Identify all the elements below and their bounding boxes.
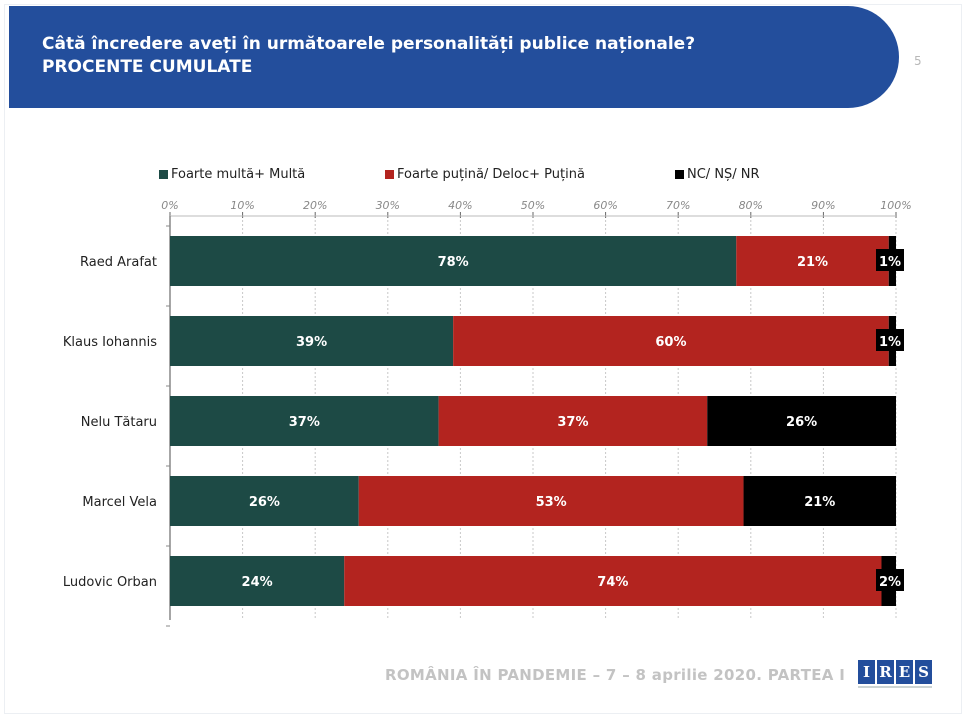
legend-swatch [385, 170, 394, 179]
data-label-bg [876, 569, 904, 591]
title-question: Câtă încredere aveți în următoarele pers… [42, 34, 696, 54]
bar-segment [358, 476, 744, 526]
bar-segment [170, 556, 345, 606]
bar-segment [170, 396, 439, 446]
bar-segment [170, 476, 359, 526]
legend-item-no-answer: NC/ NȘ/ NR [675, 167, 760, 182]
data-label: 24% [242, 575, 273, 590]
category-label: Nelu Tătaru [81, 415, 157, 430]
category-label: Klaus Iohannis [63, 335, 157, 350]
x-tick-label: 30% [376, 199, 400, 212]
data-label: 60% [655, 335, 686, 350]
legend-item-high-trust: Foarte multă+ Multă [159, 167, 305, 182]
x-tick-label: 70% [666, 199, 690, 212]
x-tick-label: 10% [230, 199, 254, 212]
bar-segment [170, 236, 737, 286]
footer-text: ROMÂNIA ÎN PANDEMIE – 7 – 8 aprilie 2020… [385, 666, 846, 684]
bar-segment [453, 316, 889, 366]
legend-label: Foarte puțină/ Deloc+ Puțină [397, 167, 585, 182]
logo-tagline [858, 686, 932, 688]
bar-segment [707, 396, 896, 446]
legend-item-low-trust: Foarte puțină/ Deloc+ Puțină [385, 167, 585, 182]
ires-logo: I R E S [858, 660, 932, 684]
bar-segment [736, 236, 889, 286]
data-label: 1% [879, 255, 901, 270]
logo-letter: E [896, 660, 913, 684]
x-tick-label: 40% [448, 199, 472, 212]
category-label: Raed Arafat [80, 255, 157, 270]
bar-segment [438, 396, 708, 446]
bar-segment [344, 556, 882, 606]
data-label-bg [876, 249, 904, 271]
x-tick-label: 20% [303, 199, 327, 212]
category-label: Marcel Vela [82, 495, 157, 510]
legend-swatch [159, 170, 168, 179]
data-label: 78% [438, 255, 469, 270]
legend-label: Foarte multă+ Multă [171, 167, 306, 182]
x-tick-label: 100% [880, 199, 911, 212]
data-label: 74% [597, 575, 628, 590]
data-label: 37% [289, 415, 320, 430]
data-label: 21% [797, 255, 828, 270]
data-label: 1% [879, 335, 901, 350]
x-tick-label: 50% [521, 199, 545, 212]
x-tick-label: 80% [739, 199, 763, 212]
data-label: 53% [536, 495, 567, 510]
data-label: 39% [296, 335, 327, 350]
logo-letter: I [858, 660, 875, 684]
data-label: 21% [804, 495, 835, 510]
data-label: 26% [249, 495, 280, 510]
data-label: 37% [557, 415, 588, 430]
slide-frame [4, 4, 962, 714]
data-label-bg [876, 329, 904, 351]
logo-letter: R [877, 660, 894, 684]
legend-swatch [675, 170, 684, 179]
bar-segment [743, 476, 896, 526]
category-label: Ludovic Orban [63, 575, 157, 590]
logo-letter: S [915, 660, 932, 684]
page-number: 5 [914, 54, 922, 68]
title-subtitle: PROCENTE CUMULATE [42, 57, 253, 77]
x-tick-label: 90% [811, 199, 835, 212]
x-tick-label: 60% [593, 199, 617, 212]
bar-segment [170, 316, 454, 366]
data-label: 2% [879, 575, 901, 590]
legend-label: NC/ NȘ/ NR [687, 167, 760, 182]
slide-title: Câtă încredere aveți în următoarele pers… [42, 33, 695, 79]
header-banner [9, 6, 899, 108]
x-tick-label: 0% [161, 199, 178, 212]
data-label: 26% [786, 415, 817, 430]
